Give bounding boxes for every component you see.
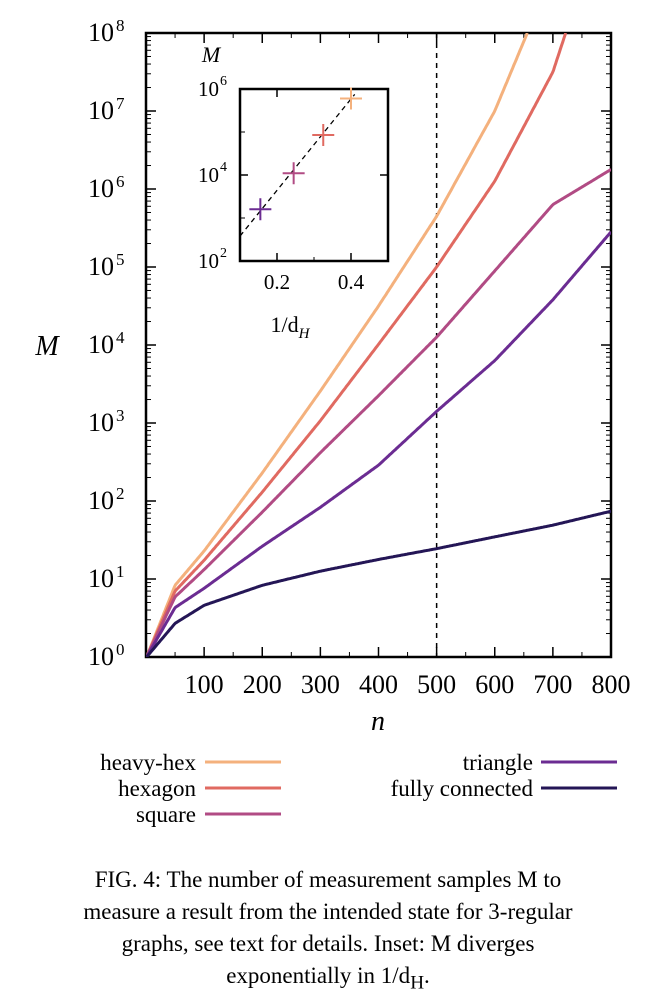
y-tick-base: 10 — [88, 252, 114, 281]
inset-y-axis-title: M — [201, 42, 222, 67]
y-tick-base: 10 — [88, 18, 114, 47]
series-line-square — [146, 168, 611, 657]
series-group — [146, 33, 611, 657]
caption-line-4: exponentially in 1/dH. — [8, 960, 648, 1000]
y-tick-label: 10 — [88, 330, 114, 359]
legend-label-triangle: triangle — [463, 750, 533, 775]
inset-data-point — [340, 87, 362, 110]
y-tick-label: 10 — [88, 174, 114, 203]
y-tick-label: 10 — [88, 96, 114, 125]
x-tick-label: 300 — [301, 670, 340, 699]
y-tick-label: 10 — [88, 486, 114, 515]
x-tick-label: 100 — [185, 670, 224, 699]
y-tick-base: 10 — [88, 564, 114, 593]
series-line-hexagon — [146, 33, 568, 657]
y-tick-base: 10 — [88, 96, 114, 125]
caption-line-4-end: . — [424, 963, 430, 988]
y-tick-label: 10 — [88, 642, 114, 671]
inset-x-axis-title: 1/dH — [271, 312, 311, 342]
inset-data-point — [312, 124, 335, 147]
inset-x-tick-label: 0.2 — [264, 270, 290, 294]
caption-line-4-text: exponentially in 1/d — [226, 963, 411, 988]
y-tick-exponent: 7 — [116, 94, 125, 113]
inset-data-point — [249, 198, 272, 221]
caption-line-2: measure a result from the intended state… — [83, 899, 573, 924]
x-tick-label: 700 — [533, 670, 572, 699]
legend-label-hexagon: hexagon — [118, 776, 196, 801]
y-tick-exponent: 6 — [116, 172, 125, 191]
y-tick-exponent: 5 — [116, 250, 125, 269]
legend-label-heavy-hex: heavy-hex — [100, 750, 196, 775]
inset-y-tick-base: 10 — [198, 77, 219, 101]
legend-label-square: square — [136, 802, 196, 827]
inset-x-axis-main: 1/d — [271, 312, 299, 337]
y-tick-label: 10 — [88, 18, 114, 47]
y-tick-exponent: 1 — [116, 562, 125, 581]
caption-subscript: H — [410, 972, 425, 994]
figure-caption: FIG. 4: The number of measurement sample… — [8, 864, 648, 1000]
inset-y-tick-base: 10 — [198, 249, 219, 273]
legend-label-fully-connected: fully connected — [391, 776, 534, 801]
y-tick-label: 10 — [88, 408, 114, 437]
inset-fit-line — [239, 93, 356, 237]
series-line-triangle — [146, 230, 611, 657]
series-line-fully-connected — [146, 509, 611, 657]
y-tick-base: 10 — [88, 330, 114, 359]
inset-frame — [238, 87, 390, 263]
y-tick-exponent: 4 — [116, 328, 125, 347]
y-tick-base: 10 — [88, 174, 114, 203]
y-tick-label: 10 — [88, 564, 114, 593]
y-axis-title: M — [34, 331, 60, 362]
caption-line-1: FIG. 4: The number of measurement sample… — [94, 867, 562, 892]
y-tick-exponent: 3 — [116, 406, 125, 425]
inset-y-tick-base: 10 — [198, 163, 219, 187]
y-tick-base: 10 — [88, 408, 114, 437]
inset-y-tick-exponent: 6 — [220, 74, 227, 89]
x-tick-label: 600 — [475, 670, 514, 699]
x-tick-label: 400 — [359, 670, 398, 699]
y-tick-exponent: 2 — [116, 484, 125, 503]
y-tick-base: 10 — [88, 642, 114, 671]
inset-x-axis-sub: H — [298, 326, 311, 342]
x-axis-title: n — [371, 706, 385, 737]
caption-line-3: graphs, see text for details. Inset: M d… — [121, 931, 535, 956]
inset-x-tick-label: 0.4 — [338, 270, 365, 294]
y-tick-base: 10 — [88, 486, 114, 515]
inset-y-tick-exponent: 4 — [220, 160, 227, 175]
inset-data-point — [282, 162, 305, 185]
x-tick-label: 500 — [417, 670, 456, 699]
y-tick-label: 10 — [88, 252, 114, 281]
y-tick-exponent: 0 — [116, 640, 125, 659]
series-line-heavy-hex — [146, 33, 529, 657]
y-tick-exponent: 8 — [116, 16, 125, 35]
inset-y-tick-exponent: 2 — [220, 246, 227, 261]
x-tick-label: 200 — [243, 670, 282, 699]
x-tick-label: 800 — [592, 670, 631, 699]
